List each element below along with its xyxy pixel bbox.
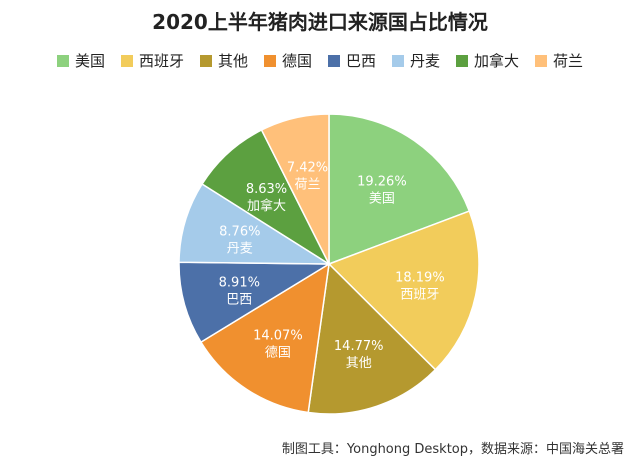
slice-category-label: 加拿大 [247, 198, 286, 214]
legend-swatch [56, 54, 69, 67]
slice-value-label: 18.19% [395, 270, 445, 285]
source-note: 制图工具：Yonghong Desktop，数据来源：中国海关总署 [281, 442, 624, 457]
slice-category-label: 荷兰 [294, 178, 320, 193]
legend-item: 其他 [199, 50, 248, 71]
pie-slice [260, 113, 330, 265]
legend-item: 荷兰 [535, 50, 583, 71]
legend-label: 西班牙 [138, 52, 184, 70]
slice-category-label: 其他 [346, 356, 372, 371]
legend-item: 西班牙 [120, 50, 184, 71]
pie-slice [199, 262, 330, 414]
slice-category-label: 巴西 [226, 293, 252, 308]
legend-swatch [535, 54, 548, 67]
pie-slice [178, 182, 332, 265]
legend-item: 美国 [56, 50, 105, 71]
legend-swatch [392, 54, 405, 67]
slice-value-label: 7.42% [287, 161, 328, 176]
chart-legend: 美国 西班牙 其他 德国 巴西 丹麦 加拿大 荷兰 [0, 50, 640, 71]
slice-value-label: 14.77% [334, 339, 384, 354]
legend-label: 其他 [217, 52, 248, 70]
pie-slice [178, 261, 332, 344]
legend-item: 德国 [263, 50, 312, 71]
legend-swatch [199, 54, 212, 67]
chart-title: 2020上半年猪肉进口来源国占比情况 [152, 10, 488, 34]
pie-slice [327, 210, 480, 371]
legend-label: 德国 [281, 52, 312, 70]
legend-swatch [120, 54, 133, 67]
legend-label: 巴西 [346, 52, 377, 70]
legend-swatch [263, 54, 276, 67]
slice-category-label: 丹麦 [227, 242, 253, 257]
slice-value-label: 19.26% [357, 175, 407, 190]
slice-category-label: 西班牙 [400, 287, 439, 302]
pie-slice [328, 113, 471, 266]
slice-value-label: 8.91% [219, 276, 260, 291]
legend-label: 美国 [74, 52, 105, 70]
legend-swatch [456, 54, 469, 67]
slice-category-label: 美国 [369, 192, 395, 207]
legend-swatch [328, 54, 340, 67]
legend-label: 荷兰 [553, 52, 584, 70]
legend-label: 加拿大 [474, 52, 520, 70]
legend-item: 丹麦 [392, 50, 440, 71]
slice-value-label: 14.07% [253, 329, 303, 344]
legend-item: 巴西 [328, 50, 376, 71]
legend-label: 丹麦 [410, 52, 441, 70]
slice-value-label: 8.63% [246, 182, 287, 197]
slice-value-label: 8.76% [219, 225, 260, 240]
slice-category-label: 德国 [265, 346, 291, 361]
pie-slice [307, 262, 437, 415]
legend-item: 加拿大 [456, 50, 519, 71]
